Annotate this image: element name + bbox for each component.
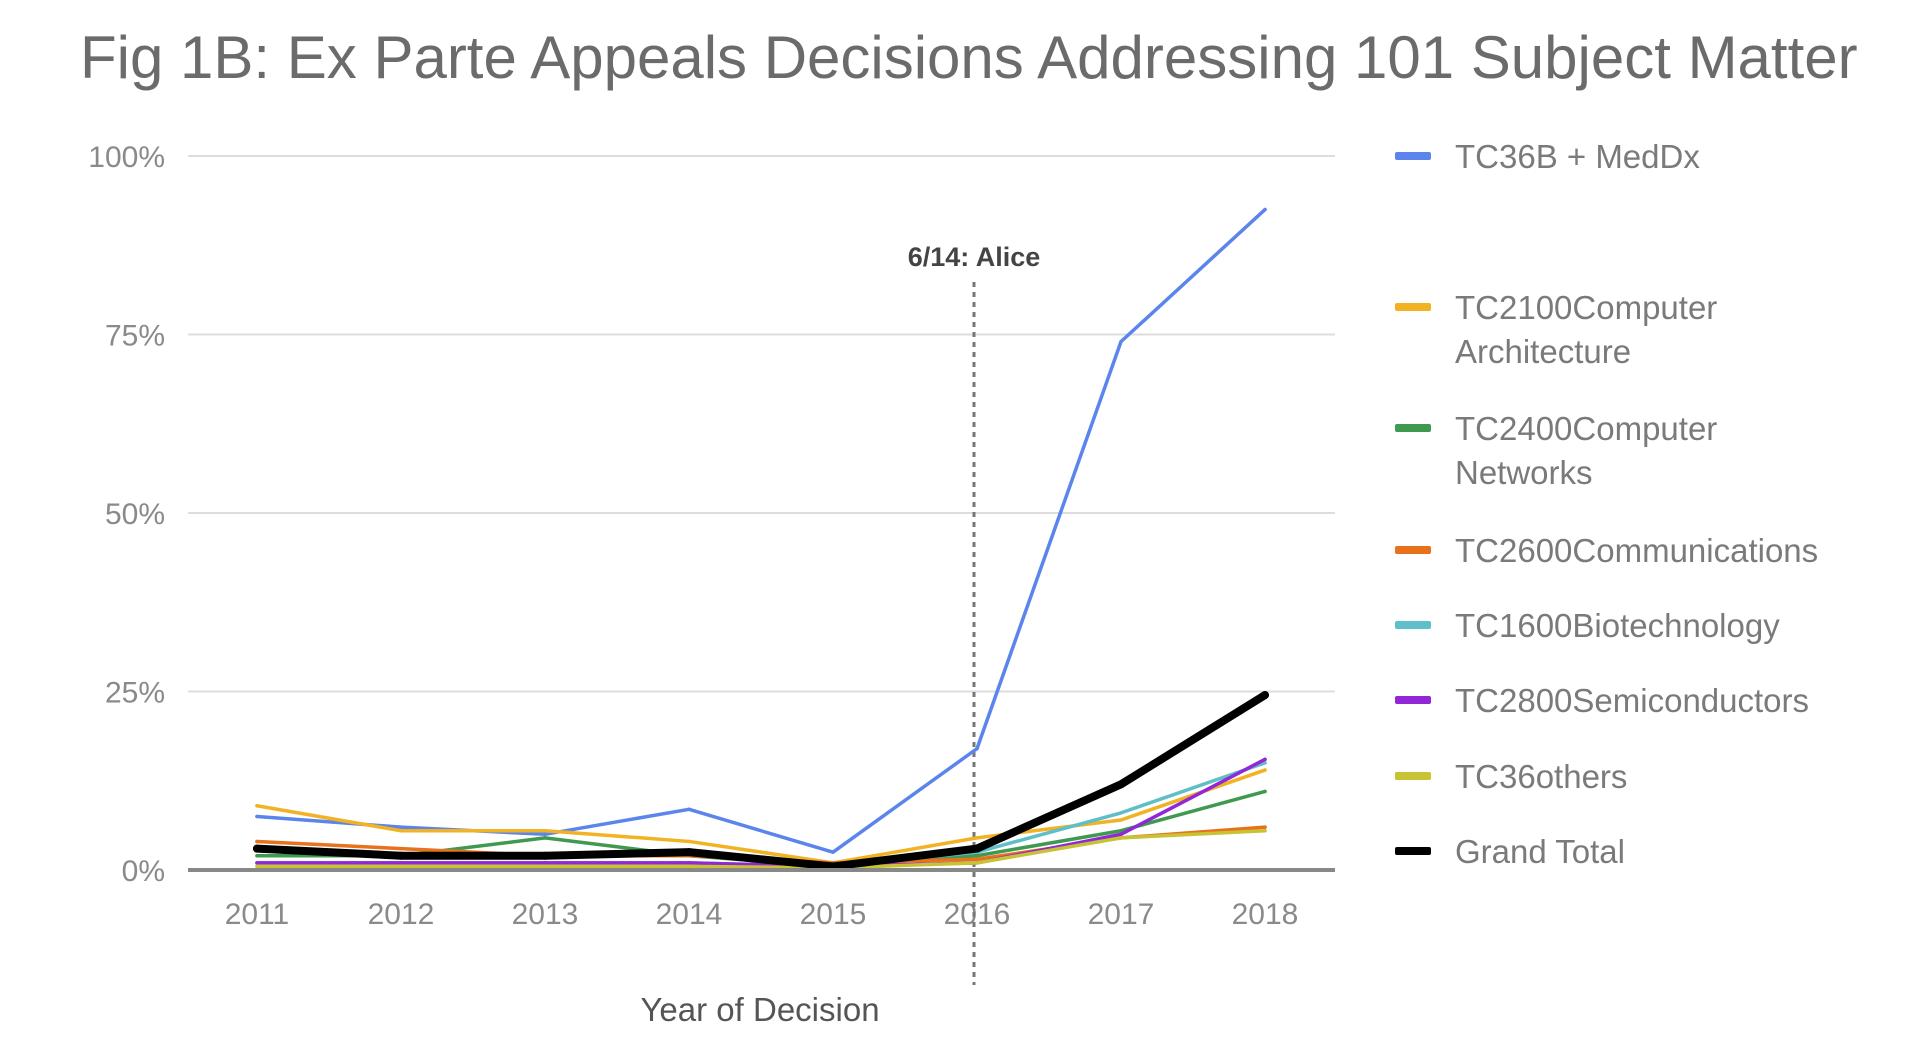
data-point-grand-total [541,851,549,860]
data-point-grand-total [1261,691,1269,700]
x-tick-label: 2014 [656,898,723,931]
series-line-tc36b-meddx [255,207,1267,854]
legend-label-tc2100computer-architecture: Architecture [1455,333,1631,370]
data-point-tc2800semiconductors [255,861,259,865]
data-point-tc1600biotechnology [1119,811,1123,815]
data-point-tc2100computer-architecture [255,803,259,808]
series-line-grand-total [253,691,1269,871]
legend-label-tc36others: TC36others [1455,758,1627,795]
y-tick-label: 25% [105,677,165,710]
data-point-tc2600communications [1263,825,1267,829]
y-tick-label: 50% [105,498,165,531]
legend-swatch-tc2400computer-networks [1395,424,1431,432]
chart-title: Fig 1B: Ex Parte Appeals Decisions Addre… [80,24,1858,91]
data-point-grand-total [685,848,693,857]
legend: TC36B + MedDx TC2100Computer Architecture T… [1395,138,1818,870]
data-point-tc2100computer-architecture [1263,768,1267,772]
data-point-tc36others [1119,836,1123,840]
data-point-tc36others [255,864,259,869]
x-tick-label: 2011 [225,898,290,931]
data-point-tc2400computer-networks [1263,789,1267,794]
x-tick-label: 2015 [800,898,867,931]
series-lines [253,207,1269,871]
data-point-tc2800semiconductors [543,861,547,865]
legend-swatch-tc1600biotechnology [1395,621,1431,629]
data-point-tc2400computer-networks [1119,828,1123,833]
data-point-tc2100computer-architecture [399,828,403,833]
data-point-tc36b-meddx [399,825,403,829]
data-point-tc1600biotechnology [1263,761,1267,765]
data-point-grand-total [973,844,981,853]
data-point-tc36others [543,864,547,869]
data-point-tc2600communications [399,846,403,851]
series-line-tc2800semiconductors [255,757,1267,869]
series-line-tc36others [255,828,1267,870]
x-tick-label: 2012 [368,898,435,931]
data-point-tc36others [975,861,979,865]
data-point-tc2800semiconductors [399,861,403,865]
data-point-tc36b-meddx [687,807,691,812]
data-point-grand-total [253,844,261,853]
data-point-tc36b-meddx [1119,339,1123,344]
x-axis-ticks: 2011 2012 2013 2014 2015 2016 2017 2018 [225,898,1299,931]
annotation-label: 6/14: Alice [908,242,1041,272]
data-point-tc36b-meddx [975,746,979,751]
data-point-tc2400computer-networks [975,853,979,858]
legend-label-grand-total: Grand Total [1455,833,1625,870]
legend-swatch-tc2100computer-architecture [1395,303,1431,311]
y-tick-label: 100% [88,141,165,174]
legend-swatch-tc2600communications [1395,546,1431,554]
data-point-tc2800semiconductors [687,861,691,865]
data-point-tc2600communications [255,839,259,844]
data-point-tc2400computer-networks [543,836,547,840]
legend-label-tc2600communications: TC2600Communications [1455,532,1818,569]
data-point-tc36others [399,864,403,869]
data-point-tc36b-meddx [255,814,259,819]
data-point-tc2100computer-architecture [1119,818,1123,822]
data-point-tc36b-meddx [543,832,547,837]
x-axis-label: Year of Decision [640,991,879,1028]
data-point-tc36b-meddx [1263,207,1267,212]
series-line-tc2100computer-architecture [255,768,1267,865]
data-point-tc2100computer-architecture [543,828,547,833]
gridlines [188,155,1335,693]
data-point-grand-total [1117,780,1125,789]
legend-label-tc2800semiconductors: TC2800Semiconductors [1455,682,1809,719]
legend-swatch-grand-total [1395,847,1431,855]
x-tick-label: 2018 [1232,898,1299,931]
x-tick-label: 2017 [1088,898,1155,931]
x-tick-label: 2016 [944,898,1011,931]
data-point-tc2800semiconductors [1119,832,1123,837]
legend-swatch-tc36b-meddx [1395,152,1431,160]
legend-label-tc2100computer-architecture: TC2100Computer [1455,289,1717,326]
data-point-tc2100computer-architecture [687,839,691,844]
annotations: 6/14: Alice [908,242,1041,985]
legend-swatch-tc36others [1395,772,1431,780]
legend-label-tc2400computer-networks: TC2400Computer [1455,410,1717,447]
data-point-tc2600communications [975,857,979,862]
legend-swatch-tc2800semiconductors [1395,696,1431,704]
data-point-tc2800semiconductors [1263,757,1267,762]
data-point-tc36others [1263,828,1267,833]
y-tick-label: 75% [105,320,165,353]
legend-label-tc1600biotechnology: TC1600Biotechnology [1455,607,1780,644]
data-point-tc2400computer-networks [255,853,259,858]
data-point-tc2100computer-architecture [975,836,979,840]
y-tick-label: 0% [122,855,165,888]
data-point-grand-total [397,851,405,860]
data-point-tc36b-meddx [831,850,835,854]
data-point-tc36others [687,864,691,869]
legend-label-tc36b-meddx: TC36B + MedDx [1455,138,1700,175]
legend-label-tc2400computer-networks: Networks [1455,454,1593,491]
y-axis-ticks: 0% 25% 50% 75% 100% [88,141,165,888]
x-tick-label: 2013 [512,898,579,931]
